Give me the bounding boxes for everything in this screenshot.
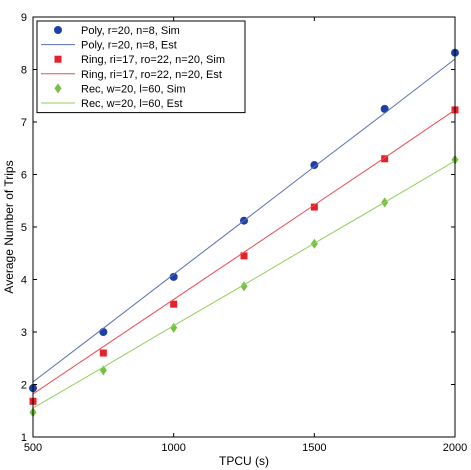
x-axis-label: TPCU (s) <box>219 454 269 468</box>
legend-label: Poly, r=20, n=8, Sim <box>81 25 180 37</box>
legend-label: Poly, r=20, n=8, Est <box>81 40 177 52</box>
data-point <box>169 272 178 281</box>
legend-swatch <box>54 83 62 94</box>
series-5 <box>32 160 456 409</box>
legend-label: Ring, ri=17, ro=22, n=20, Est <box>81 69 222 81</box>
legend-label: Ring, ri=17, ro=22, n=20, Sim <box>81 54 225 66</box>
series-4 <box>29 154 459 418</box>
legend-box <box>36 20 246 114</box>
x-tick-label: 1500 <box>302 442 326 454</box>
legend-item: Poly, r=20, n=8, Est <box>41 40 177 52</box>
legend-item: Ring, ri=17, ro=22, n=20, Sim <box>54 54 225 66</box>
legend-item: Rec, w=20, l=60, Est <box>41 98 183 110</box>
legend-item: Ring, ri=17, ro=22, n=20, Est <box>41 69 222 81</box>
legend-item: Poly, r=20, n=8, Sim <box>54 25 180 37</box>
legend-label: Rec, w=20, l=60, Est <box>81 98 183 110</box>
data-point <box>310 203 318 211</box>
series-line <box>32 58 456 383</box>
data-point <box>170 322 178 333</box>
x-tick-label: 2000 <box>443 442 467 454</box>
y-tick-label: 2 <box>21 380 27 392</box>
data-point <box>310 161 319 170</box>
y-tick-label: 8 <box>21 65 27 77</box>
data-point <box>99 328 108 336</box>
y-tick-label: 4 <box>21 275 27 287</box>
x-tick-label: 1000 <box>161 442 185 454</box>
legend-label: Rec, w=20, l=60, Sim <box>81 83 186 95</box>
y-tick-label: 7 <box>21 117 27 129</box>
y-tick-label: 1 <box>21 432 27 444</box>
series-line <box>32 109 456 395</box>
legend: Poly, r=20, n=8, Sim Poly, r=20, n=8, Est… <box>36 20 246 114</box>
data-point <box>170 300 178 308</box>
data-point <box>381 155 389 163</box>
legend-item: Rec, w=20, l=60, Sim <box>54 83 186 95</box>
y-axis-label: Average Number of Trips <box>2 160 16 293</box>
data-point <box>240 252 248 260</box>
series-3 <box>32 109 456 395</box>
y-tick-label: 5 <box>21 222 27 234</box>
x-tick-label: 500 <box>24 442 42 454</box>
series-line <box>32 160 456 409</box>
y-tick-label: 3 <box>21 327 27 339</box>
data-point <box>380 104 389 113</box>
y-tick-label: 6 <box>21 170 27 182</box>
axis-ticks: 500 1000 1500 2000 1 2 3 4 5 6 7 8 9 <box>21 12 467 454</box>
y-tick-label: 9 <box>21 12 27 24</box>
plot-marks <box>29 48 459 418</box>
legend-swatch <box>54 55 62 63</box>
series-1 <box>32 58 456 383</box>
legend-swatch <box>54 26 62 34</box>
data-point <box>99 349 107 357</box>
